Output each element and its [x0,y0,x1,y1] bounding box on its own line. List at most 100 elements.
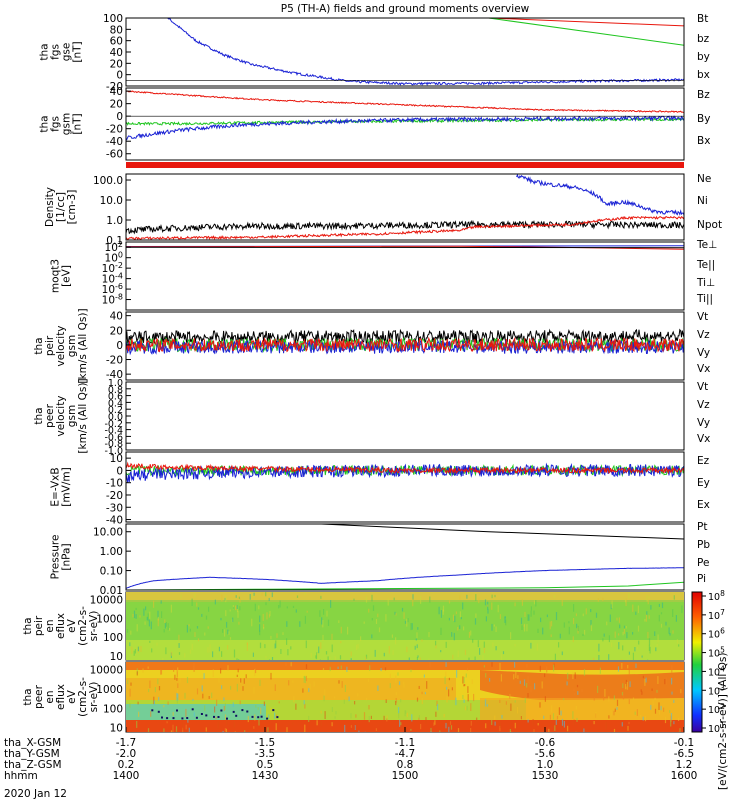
spectrogram-pixel [534,683,536,690]
spectrogram-pixel [224,703,226,710]
spectrogram-pixel [417,627,419,630]
spectrogram-pixel [645,677,647,683]
spectrogram-pixel [239,606,241,611]
spectrogram-pixel [408,657,410,660]
spectrogram-pixel [434,720,436,725]
spectrogram-pixel [218,677,220,683]
spectrogram-pixel [204,705,206,712]
spectrogram-pixel [468,631,471,638]
spectrogram-pixel [330,728,332,732]
spectrogram-pixel [470,720,472,726]
spectrogram-pixel [576,684,579,688]
spectrogram-pixel [290,646,292,650]
spectrogram-pixel [418,685,420,689]
xrow-value: -0.1 [674,737,695,749]
ylabel-peir-velocity: tha [33,337,45,354]
ytick-label-peer-velocity: -0.4 [104,426,123,437]
spectrogram-pixel [505,701,507,705]
spectrogram-pixel [205,727,207,732]
spectrogram-pixel [177,683,179,688]
spectrogram-pixel [445,722,447,729]
spectrogram-pixel [551,620,553,627]
spectrogram-pixel [158,686,161,691]
spectrogram-pixel [225,728,227,732]
spectrogram-pixel [320,720,322,727]
spectrogram-pixel [486,704,488,707]
spectrogram-pixel [350,725,352,728]
spectrogram-pixel [561,600,563,606]
spectrogram-pixel [608,654,610,660]
spectrogram-pixel [572,711,574,719]
spectrogram-pixel [660,623,663,628]
xrow-value: -1.7 [116,737,137,749]
spectrogram-pixel [485,673,487,678]
spectrogram-pixel [196,688,199,695]
spectrogram-pixel [608,696,610,702]
ytick-label-peer-spec: 100 [103,703,123,715]
spectrogram-pixel [644,618,646,622]
spectrogram-pixel [487,604,489,607]
spectrogram-pixel [573,618,575,625]
spectrogram-pixel [337,666,339,669]
spectrogram-pixel [329,657,331,660]
ytick-label-peer-velocity: -0.2 [104,419,123,430]
spectrogram-pixel [669,633,671,636]
spectrogram-pixel [457,626,459,631]
spectrogram-pixel [495,646,497,651]
spectrogram-pixel [164,619,166,623]
spectrogram-pixel [127,680,129,685]
legend-peir-velocity-Vz: Vz [697,329,710,341]
spectrogram-pixel [608,635,610,643]
spectrogram-pixel [567,725,569,732]
spectrogram-pixel [567,672,569,680]
legend-fgs-gsm-Bx: Bx [697,135,710,147]
spectrogram-pixel [215,716,217,720]
spectrogram-dot [272,709,275,712]
ytick-label-peer-velocity: 0.8 [108,385,123,396]
ytick-label-efield: 0 [116,465,123,477]
xrow-value: -0.6 [535,737,556,749]
spectrogram-pixel [595,612,598,618]
ylabel-fgs-gsm: tha [39,115,51,132]
spectrogram-pixel [470,728,472,732]
spectrogram-pixel [491,720,493,725]
spectrogram-pixel [358,730,360,732]
spectrogram-pixel [179,678,181,683]
spectrogram-pixel [536,643,538,651]
spectrogram-pixel [464,706,467,711]
spectrogram-pixel [138,711,140,717]
ytick-label-fgs-gse: 40 [110,47,123,59]
ylabel-peer-spec: en [44,690,56,703]
spectrogram-pixel [209,644,211,653]
spectrogram-pixel [156,642,158,646]
spectrogram-pixel [610,604,612,610]
spectrogram-pixel [389,683,391,689]
spectrogram-pixel [160,669,162,675]
series-fgs-gsm-Bx [125,115,684,141]
spectrogram-pixel [236,674,238,677]
spectrogram-pixel [393,597,395,601]
ytick-label-pressure: 1.00 [100,546,123,558]
spectrogram-pixel [363,712,366,720]
spectrogram-pixel [558,642,560,648]
spectrogram-pixel [367,678,370,683]
panel-peer-velocity: 1.00.80.60.40.20.0-0.2-0.4-0.6-0.8-1.0 th… [33,378,710,457]
spectrogram-pixel [568,626,570,635]
spectrogram-pixel [360,636,362,642]
spectrogram-pixel [318,646,320,654]
ytick-label-fgs-gse: 60 [110,36,123,48]
spectrogram-pixel [418,715,420,719]
spectrogram-pixel [555,719,557,725]
spectrogram-pixel [581,688,583,693]
ytick-label-fgs-gse: -20 [106,81,123,93]
spectrogram-pixel [451,687,453,691]
spectrogram-pixel [616,699,619,706]
spectrogram-pixel [266,612,268,620]
spectrogram-pixel [282,632,284,635]
legend-moqt3-Te⊥: Te⊥ [696,239,717,251]
spectrogram-pixel [239,700,241,705]
spectrogram-pixel [368,608,370,613]
spectrogram-pixel [543,715,545,719]
spectrogram-pixel [197,607,200,610]
